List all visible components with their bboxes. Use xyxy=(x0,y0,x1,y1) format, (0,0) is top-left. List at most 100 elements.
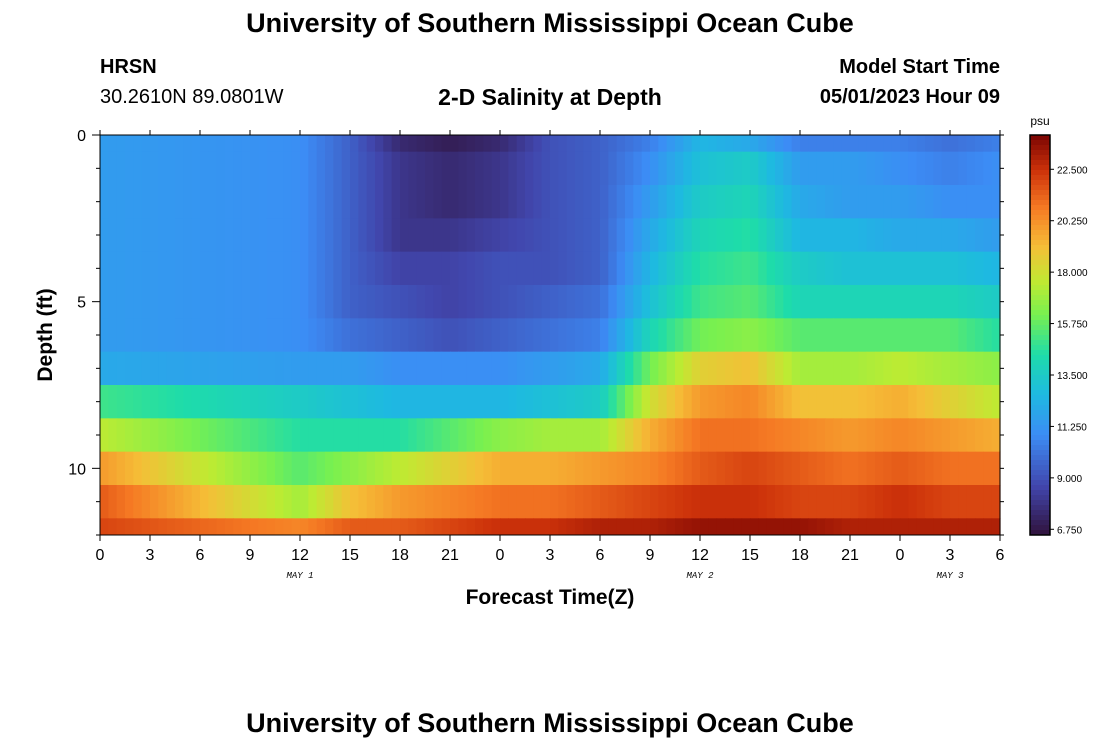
heatmap-cell xyxy=(966,518,976,536)
heatmap-cell xyxy=(883,518,893,536)
heatmap-cell xyxy=(758,318,768,353)
heatmap-cell xyxy=(583,185,593,219)
heatmap-cell xyxy=(675,385,684,419)
heatmap-cell xyxy=(350,318,359,353)
heatmap-cell xyxy=(783,418,793,453)
heatmap-cell xyxy=(575,218,584,253)
heatmap-cell xyxy=(800,418,809,453)
heatmap-cell xyxy=(633,218,643,253)
heatmap-cell xyxy=(675,351,684,386)
heatmap-cell xyxy=(666,485,676,519)
heatmap-cell xyxy=(483,485,493,519)
heatmap-cell xyxy=(525,418,534,453)
heatmap-cell xyxy=(808,185,818,219)
heatmap-cell xyxy=(866,351,876,386)
heatmap-cell xyxy=(750,485,759,519)
heatmap-cell xyxy=(650,385,659,419)
heatmap-cell xyxy=(366,485,376,519)
heatmap-cell xyxy=(908,218,918,253)
colorbar-segment xyxy=(1030,460,1050,466)
heatmap-cell xyxy=(175,135,184,153)
heatmap-cell xyxy=(350,185,359,219)
heatmap-cell xyxy=(891,385,901,419)
heatmap-cell xyxy=(600,451,609,486)
heatmap-cell xyxy=(791,218,801,253)
heatmap-cell xyxy=(808,135,818,153)
heatmap-cell xyxy=(291,285,301,319)
heatmap-cell xyxy=(766,318,776,353)
heatmap-cell xyxy=(350,351,359,386)
heatmap-cell xyxy=(191,318,201,353)
heatmap-cell xyxy=(741,518,751,536)
heatmap-cell xyxy=(750,318,759,353)
heatmap-cell xyxy=(916,385,926,419)
heatmap-cell xyxy=(675,218,684,253)
heatmap-cell xyxy=(925,451,934,486)
heatmap-cell xyxy=(308,485,318,519)
model-start-label: Model Start Time xyxy=(839,56,1000,78)
heatmap-cell xyxy=(950,485,959,519)
x-tick-label: 6 xyxy=(996,547,1005,564)
heatmap-cell xyxy=(600,318,609,353)
heatmap-cell xyxy=(133,351,143,386)
heatmap-cell xyxy=(341,518,351,536)
heatmap-cell xyxy=(783,318,793,353)
heatmap-cell xyxy=(441,185,451,219)
heatmap-cell xyxy=(933,351,943,386)
heatmap-cell xyxy=(183,151,193,186)
heatmap-cell xyxy=(250,218,259,253)
heatmap-cell xyxy=(100,185,109,219)
heatmap-cell xyxy=(141,151,151,186)
footer-title: University of Southern Mississippi Ocean… xyxy=(246,708,854,738)
heatmap-cell xyxy=(641,351,651,386)
heatmap-cell xyxy=(591,518,601,536)
heatmap-cell xyxy=(425,251,434,286)
heatmap-cell xyxy=(666,251,676,286)
heatmap-cell xyxy=(325,285,334,319)
heatmap-cell xyxy=(941,418,951,453)
colorbar-frame xyxy=(1029,134,1051,536)
heatmap-cell xyxy=(283,351,293,386)
heatmap-cell xyxy=(733,451,743,486)
heatmap-cell xyxy=(641,185,651,219)
heatmap-cell xyxy=(691,318,701,353)
heatmap-cell xyxy=(183,218,193,253)
heatmap-cell xyxy=(891,451,901,486)
heatmap-cell xyxy=(175,185,184,219)
heatmap-cell xyxy=(275,451,284,486)
heatmap-cell xyxy=(175,251,184,286)
heatmap-cell xyxy=(450,385,459,419)
colorbar-segment xyxy=(1030,415,1050,421)
heatmap-cell xyxy=(883,218,893,253)
heatmap-cell xyxy=(933,135,943,153)
heatmap-cell xyxy=(450,135,459,153)
heatmap-cell xyxy=(375,185,384,219)
colorbar-segment xyxy=(1030,275,1050,281)
heatmap-cell xyxy=(425,318,434,353)
heatmap-cell xyxy=(925,251,934,286)
heatmap-cell xyxy=(800,351,809,386)
heatmap-cell xyxy=(800,285,809,319)
heatmap-cell xyxy=(208,285,218,319)
colorbar-segment xyxy=(1030,395,1050,401)
heatmap-cell xyxy=(533,285,543,319)
colorbar-segment xyxy=(1030,175,1050,181)
heatmap-cell xyxy=(583,418,593,453)
heatmap-cell xyxy=(283,285,293,319)
heatmap-cell xyxy=(550,485,559,519)
heatmap-cell xyxy=(116,418,126,453)
heatmap-cell xyxy=(491,185,501,219)
colorbar-tick-label: 20.250 xyxy=(1057,217,1088,228)
heatmap-cell xyxy=(408,318,418,353)
heatmap-cell xyxy=(608,135,618,153)
heatmap-cell xyxy=(366,218,376,253)
heatmap-cell xyxy=(983,285,993,319)
heatmap-cell xyxy=(483,518,493,536)
heatmap-cell xyxy=(233,385,243,419)
heatmap-cell xyxy=(208,418,218,453)
heatmap-cell xyxy=(933,418,943,453)
heatmap-cell xyxy=(166,251,176,286)
heatmap-cell xyxy=(925,351,934,386)
heatmap-cell xyxy=(441,451,451,486)
